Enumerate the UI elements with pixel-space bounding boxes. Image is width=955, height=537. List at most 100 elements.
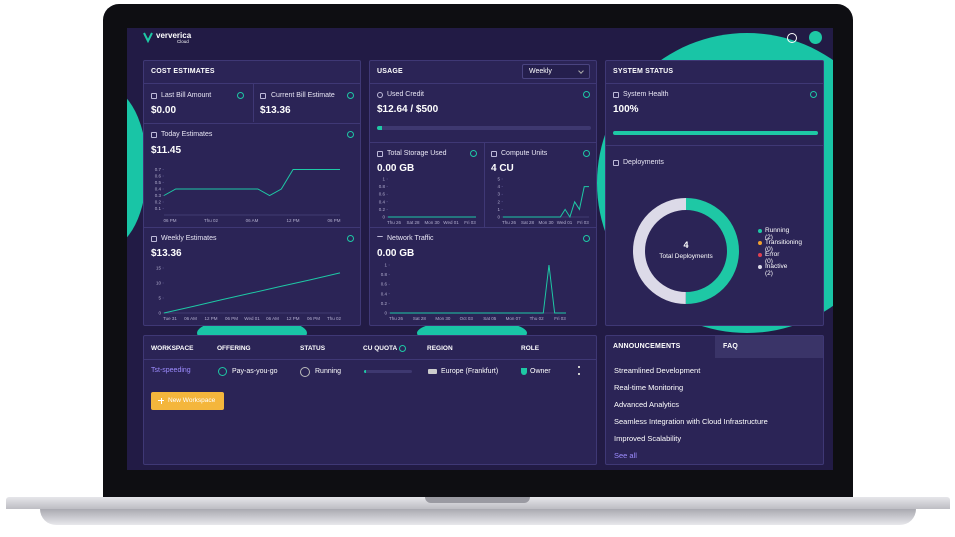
y-tick-label: 0: [158, 311, 161, 316]
decoration: [151, 93, 157, 99]
x-tick-label: 06 PM: [163, 218, 176, 223]
text-items[interactable]: Streamlined Development: [614, 366, 701, 375]
decoration: [144, 227, 360, 228]
see-all-link[interactable]: See all: [614, 451, 637, 460]
text-title: COST ESTIMATES: [151, 68, 215, 75]
decoration: [237, 92, 244, 99]
decoration: [160, 397, 162, 404]
decoration: [260, 93, 266, 99]
announcements-tab[interactable]: ANNOUNCEMENTS: [613, 343, 681, 350]
y-tick-label: 3: [497, 192, 500, 197]
y-tick-label: 1: [382, 177, 385, 182]
text-logo: ververica: [156, 31, 192, 40]
text-title: USAGE: [377, 68, 403, 75]
announcements-panel: ANNOUNCEMENTS FAQ Streamlined Developmen…: [605, 335, 824, 465]
decoration: [613, 160, 619, 166]
notch: [425, 497, 530, 503]
laptop-lip: [40, 509, 916, 525]
text-label: Deployments: [623, 159, 664, 166]
weekly-chart: 0 5 10 15 Tue 31 06 AM 12 PM 06 PM Wed 01 06 AM 12…: [156, 266, 342, 322]
progress-fill: [613, 131, 818, 135]
y-tick-label: 0: [384, 311, 387, 316]
y-tick-label: 0.2: [379, 207, 386, 212]
text-label: Used Credit: [387, 91, 424, 98]
new-workspace-button[interactable]: New Workspace: [151, 392, 224, 410]
x-tick-label: 06 PM: [225, 316, 238, 321]
decoration: [300, 367, 310, 377]
text-items[interactable]: Real-time Monitoring: [614, 383, 684, 392]
line: [503, 186, 589, 219]
text-new-button: New Workspace: [168, 397, 216, 404]
x-tick-label: Thu 26: [389, 316, 404, 321]
x-tick-label: 06 AM: [246, 218, 259, 223]
faq-tab-label[interactable]: FAQ: [723, 343, 738, 350]
decoration: [347, 235, 354, 242]
y-tick-label: 0.3: [155, 193, 162, 198]
faq-tab[interactable]: [715, 336, 823, 358]
legend-swatch: [758, 265, 762, 269]
y-tick-label: 0.6: [379, 192, 386, 197]
x-tick-label: Tue 31: [163, 316, 177, 321]
x-tick-label: Mon 30: [424, 220, 440, 225]
decoration: [613, 92, 619, 98]
y-tick-label: 0.1: [155, 206, 162, 211]
text-value: $11.45: [151, 145, 182, 156]
y-tick-label: 0.4: [155, 187, 162, 192]
x-tick-label: Wed 01: [244, 316, 260, 321]
decoration: [484, 143, 485, 227]
y-tick-label: 5: [497, 177, 500, 182]
screen: ververica Cloud COST ESTIMATES Last Bill…: [127, 28, 833, 470]
period-select[interactable]: Weekly: [522, 64, 590, 79]
row-menu[interactable]: [578, 366, 580, 375]
y-tick-label: 0.4: [379, 199, 386, 204]
text-status: Running: [315, 368, 342, 375]
decoration: [151, 132, 157, 138]
text-region: Europe (Frankfurt): [441, 368, 499, 375]
help-button[interactable]: [787, 33, 797, 43]
decoration: [370, 83, 596, 84]
deployments-donut: [633, 198, 739, 304]
text-items[interactable]: Improved Scalability: [614, 434, 682, 443]
text-items[interactable]: Advanced Analytics: [614, 400, 680, 409]
line: [163, 272, 341, 314]
text-columns: ROLE: [521, 345, 540, 352]
y-tick-label: 0: [497, 215, 500, 220]
y-tick-label: 0.2: [155, 200, 162, 205]
x-tick-label: Mon 30: [538, 220, 554, 225]
decoration: [370, 227, 596, 228]
donut-segment: [633, 198, 739, 304]
decoration: [347, 131, 354, 138]
logo-mark: [143, 32, 153, 43]
user-avatar[interactable]: [809, 31, 822, 44]
x-tick-label: Mon 07: [506, 316, 522, 321]
decoration: [218, 367, 227, 376]
x-tick-label: Sat 28: [406, 220, 420, 225]
decoration: [578, 68, 584, 74]
y-tick-label: 10: [156, 281, 162, 286]
y-tick-label: 0.5: [155, 180, 162, 185]
x-tick-label: Wed 01: [443, 220, 459, 225]
y-tick-label: 5: [158, 296, 161, 301]
x-tick-label: 06 AM: [266, 316, 279, 321]
cost-panel: COST ESTIMATES Last Bill Amount $0.00 Cu…: [143, 60, 361, 326]
y-tick-label: 1: [384, 263, 387, 268]
text-columns: WORKSPACE: [151, 345, 194, 352]
x-tick-label: 12 PM: [286, 218, 299, 223]
cu-quota-bar: [364, 370, 412, 373]
x-tick-label: Mon 30: [435, 316, 451, 321]
y-tick-label: 0.8: [379, 184, 386, 189]
decoration: [253, 84, 254, 122]
text-value: 0.00 GB: [377, 248, 415, 259]
text-items[interactable]: Seamless Integration with Cloud Infrastr…: [614, 417, 768, 426]
text-label: Weekly Estimates: [161, 235, 217, 242]
text-label: Today Estimates: [161, 131, 213, 138]
text-label: Last Bill Amount: [161, 92, 212, 99]
workspace-link[interactable]: Tst-speeding: [151, 367, 191, 374]
text-value: 4 CU: [491, 163, 514, 174]
health-bar: [613, 131, 818, 135]
text-total-label: Total Deployments: [659, 253, 713, 260]
legend-swatch: [758, 253, 762, 257]
x-tick-label: Thu 02: [530, 316, 545, 321]
x-tick-label: Sat 28: [413, 316, 427, 321]
text-label: Network Traffic: [387, 235, 434, 242]
